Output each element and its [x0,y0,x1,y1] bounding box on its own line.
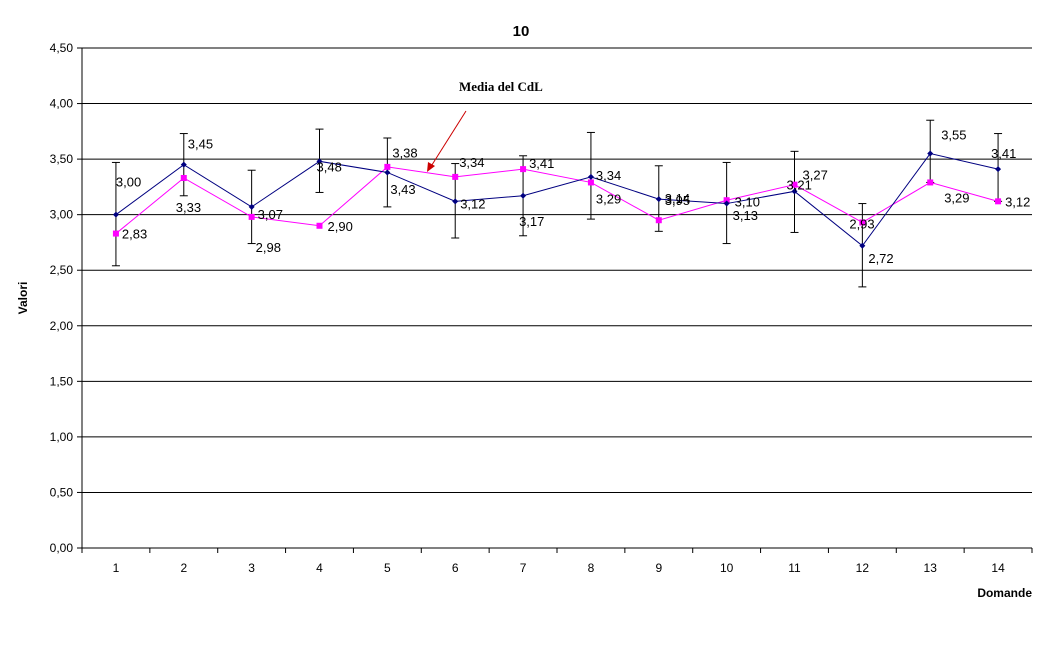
data-label-series-1: 3,14 [665,191,690,206]
annotation-arrow-head [427,162,435,172]
data-label-series-2: 3,29 [944,190,969,205]
grid-lines [82,47,1032,493]
x-tick-label: 5 [384,561,391,575]
data-label-series-1: 3,21 [787,177,812,192]
y-axis-title: Valori [16,282,30,315]
data-label-series-2: 2,98 [256,240,281,255]
data-point-square [791,181,798,188]
data-label-series-2: 3,29 [596,191,621,206]
y-tick-label: 2,50 [50,263,74,277]
x-tick-label: 9 [655,561,662,575]
data-point-square [248,213,255,220]
data-point-square [520,166,527,173]
data-point-diamond [520,192,527,199]
data-label-series-1: 3,41 [991,146,1016,161]
y-tick-label: 3,00 [50,208,74,222]
data-point-diamond [316,158,323,165]
y-tick-label: 0,50 [50,485,74,499]
data-point-square [316,222,323,229]
y-tick-label: 0,00 [50,541,74,555]
x-tick-label: 14 [991,561,1005,575]
data-point-diamond [384,169,391,176]
x-tick-label: 6 [452,561,459,575]
data-point-square [927,179,934,186]
data-label-series-1: 3,12 [460,196,485,211]
x-tick-label: 1 [113,561,120,575]
data-point-diamond [791,188,798,195]
x-tick-label: 13 [924,561,938,575]
data-label-series-1: 2,72 [868,251,893,266]
annotation-arrow [427,110,467,172]
data-label-series-2: 3,43 [390,182,415,197]
data-label-series-2: 3,41 [529,156,554,171]
data-label-series-2: 3,12 [1005,194,1030,209]
data-label-series-2: 3,34 [459,155,484,170]
y-tick-label: 2,00 [50,319,74,333]
data-label-series-2: 3,27 [803,168,828,183]
y-tick-label: 3,50 [50,152,74,166]
data-label-series-2: 3,13 [733,208,758,223]
data-point-diamond [655,196,662,203]
data-point-diamond [723,200,730,207]
data-point-diamond [927,150,934,157]
data-label-series-2: 2,83 [122,227,147,242]
data-point-diamond [112,211,119,218]
x-tick-label: 3 [248,561,255,575]
data-label-series-1: 3,55 [941,128,966,143]
data-label-series-1: 3,38 [392,145,417,160]
data-label-series-2: 3,33 [176,200,201,215]
data-point-square [180,175,187,181]
annotation-arrow-line [429,110,467,169]
data-point-square [384,163,391,170]
x-tick-label: 11 [788,561,801,575]
axes: 0,00 0,50 1,00 1,50 2,00 2,50 3,00 3,50 4,00 4,50… [50,41,1033,575]
data-point-diamond [995,166,1002,173]
chart-title: 10 [513,23,530,40]
data-label-series-1: 3,10 [735,195,760,210]
data-point-diamond [248,203,255,210]
x-tick-label: 7 [520,561,527,575]
data-point-diamond [180,161,187,168]
data-label-series-2: 2,93 [849,216,874,231]
series-line-1 [115,152,999,247]
data-point-square [587,179,594,186]
data-label-series-1: 3,07 [258,207,283,222]
data-label-series-2: 3,95 [665,193,690,208]
data-point-square [655,217,662,224]
data-label-series-1: 3,00 [116,175,141,190]
y-tick-label: 4,50 [50,41,74,55]
x-tick-label: 8 [588,561,595,575]
y-tick-label: 1,50 [50,374,74,388]
data-point-diamond [452,198,459,205]
data-label-series-1: 3,45 [188,137,213,152]
data-label-series-1: 3,34 [596,168,621,183]
data-point-square [859,219,866,226]
x-tick-label: 12 [856,561,870,575]
x-tick-label: 4 [316,561,323,575]
data-point-diamond [859,242,866,249]
series-line-2 [115,166,999,234]
data-point-square [112,230,119,237]
data-point-square [995,198,1002,205]
data-point-square [723,197,730,204]
data-label-series-2: 2,90 [328,219,353,234]
series-group [111,119,1003,288]
data-label-series-1: 3,48 [317,159,342,174]
data-point-square [452,173,459,180]
data-point-diamond [587,173,594,180]
y-tick-label: 4,00 [50,97,74,111]
y-tick-label: 1,00 [50,430,74,444]
data-labels: 3,00 3,45 3,07 3,48 3,38 3,12 3,17 3,34 3,14 3,10… [116,128,1030,266]
data-label-series-1: 3,17 [519,214,544,229]
x-tick-label: 2 [180,561,187,575]
annotation-media-cdl: Media del CdL [459,79,543,94]
x-axis-title: Domande [977,586,1032,600]
x-tick-label: 10 [720,561,734,575]
